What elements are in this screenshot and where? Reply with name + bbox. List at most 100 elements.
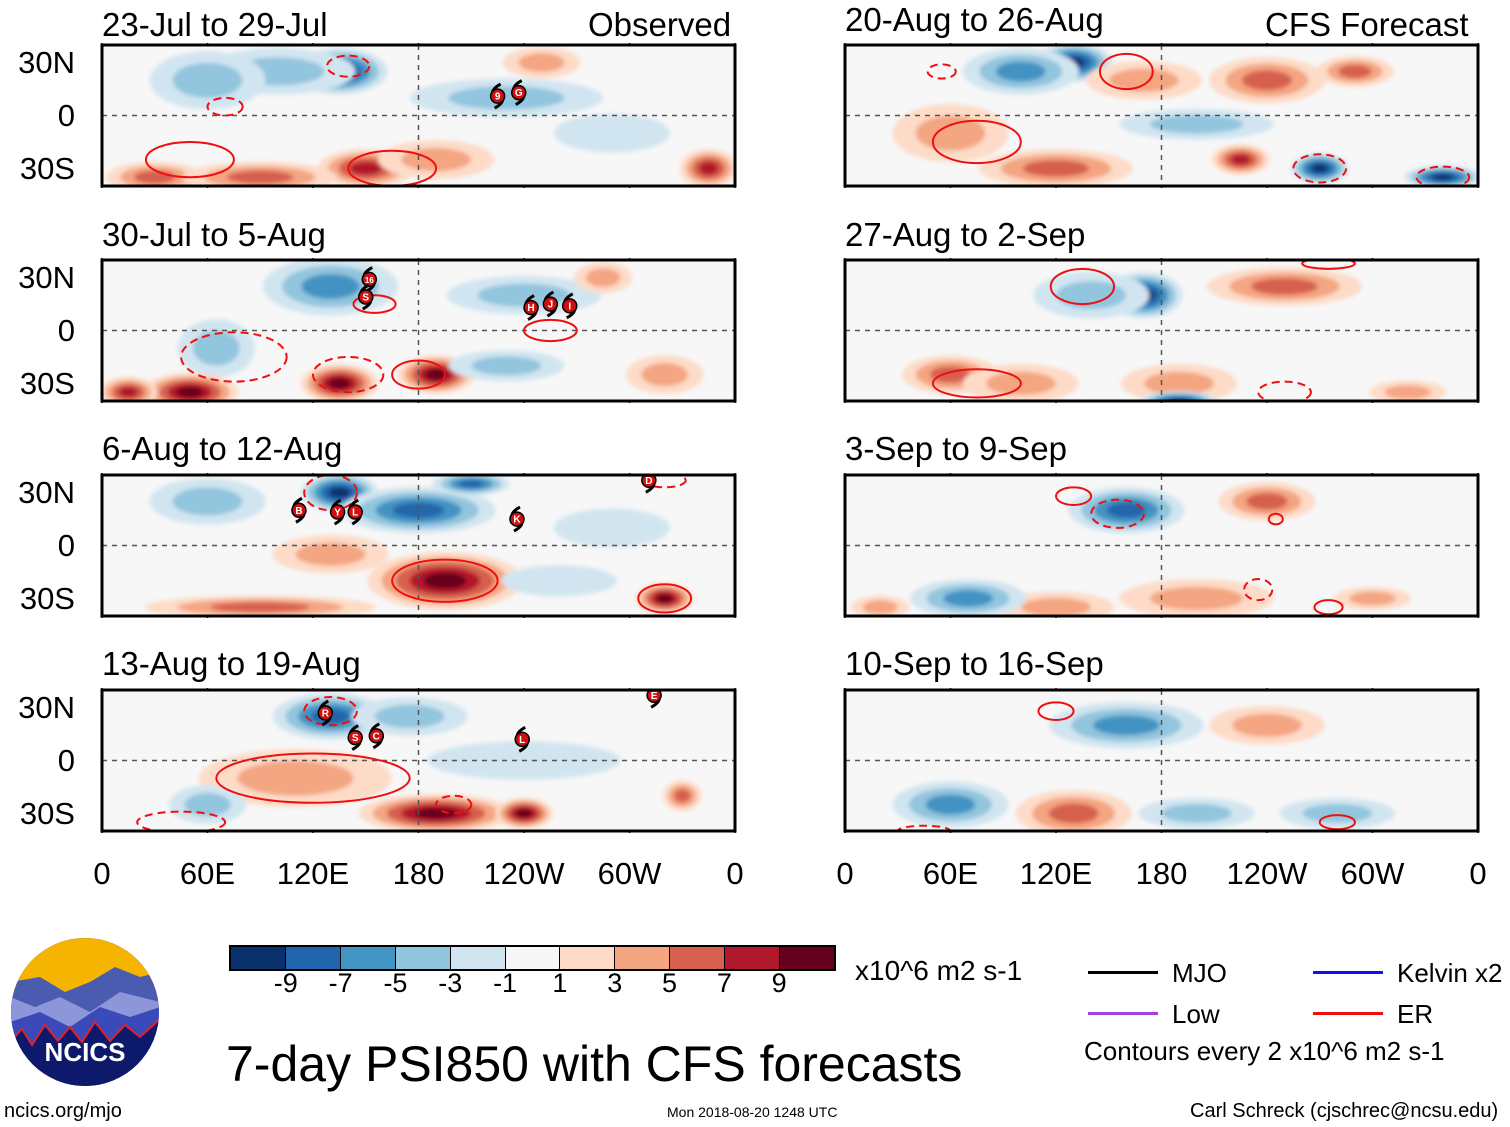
anomaly-contour-fill bbox=[1056, 281, 1126, 310]
er-contour bbox=[136, 810, 227, 831]
anomaly-contour-fill bbox=[328, 487, 350, 498]
anomaly-contour-fill bbox=[471, 356, 542, 376]
storm-label: R bbox=[322, 708, 330, 719]
colorbar-tick-label: -7 bbox=[328, 968, 353, 998]
colorbar-tick-label: 9 bbox=[771, 968, 787, 998]
er-contour bbox=[1415, 165, 1471, 186]
latitude-label: 30N bbox=[18, 475, 75, 510]
colorbar-tick-label: -9 bbox=[273, 968, 298, 998]
panel-title: 3-Sep to 9-Sep bbox=[845, 430, 1067, 467]
anomaly-contour-fill bbox=[1338, 64, 1372, 79]
storm-label: S bbox=[362, 293, 369, 304]
longitude-label: 60E bbox=[922, 856, 979, 891]
psi850-map-panel: R S C L E bbox=[100, 688, 737, 833]
colorbar bbox=[229, 945, 836, 971]
longitude-label: 120W bbox=[483, 856, 565, 891]
anomaly-contour-fill bbox=[184, 792, 231, 817]
colorbar-tick-label: -5 bbox=[383, 968, 408, 998]
tropical-cyclone-icon[interactable]: E bbox=[646, 688, 662, 709]
tropical-cyclone-icon[interactable]: J bbox=[542, 290, 559, 318]
panel-title: 30-Jul to 5-Aug bbox=[102, 216, 326, 253]
colorbar-swatch bbox=[449, 947, 505, 969]
anomaly-contour-fill bbox=[862, 600, 898, 615]
panel-title: 13-Aug to 19-Aug bbox=[102, 645, 361, 682]
anomaly-contour-fill bbox=[237, 760, 354, 796]
tropical-cyclone-icon[interactable]: 9 bbox=[489, 82, 506, 110]
figure-title: 7-day PSI850 with CFS forecasts bbox=[226, 1036, 963, 1092]
anomaly-contour-fill bbox=[1230, 154, 1251, 165]
anomaly-contour-fill bbox=[995, 61, 1046, 82]
storm-label: L bbox=[519, 735, 525, 746]
anomaly-contour-fill bbox=[1302, 804, 1373, 823]
contour-note: Contours every 2 x10^6 m2 s-1 bbox=[1084, 1036, 1445, 1066]
tropical-cyclone-icon[interactable]: B bbox=[291, 496, 307, 524]
tropical-cyclone-icon[interactable]: Y bbox=[329, 498, 346, 526]
tropical-cyclone-icon[interactable]: R bbox=[317, 699, 334, 727]
latitude-label: 30S bbox=[19, 581, 75, 616]
anomaly-contour-fill bbox=[193, 330, 240, 366]
anomaly-contour-fill bbox=[1251, 278, 1318, 295]
storm-label: K bbox=[513, 515, 521, 526]
tropical-cyclone-icon[interactable]: I bbox=[561, 292, 578, 320]
tropical-cyclone-icon[interactable]: S bbox=[347, 724, 363, 751]
anomaly-contour-fill bbox=[423, 572, 466, 589]
latitude-label: 30N bbox=[18, 260, 75, 295]
tropical-cyclone-icon[interactable]: G bbox=[510, 79, 527, 106]
er-contour bbox=[180, 331, 288, 383]
storm-label: L bbox=[352, 508, 358, 519]
colorbar-swatch bbox=[504, 947, 560, 969]
anomaly-contour-fill bbox=[1311, 164, 1328, 173]
colorbar-swatch bbox=[614, 947, 670, 969]
latitude-label: 30S bbox=[19, 151, 75, 186]
tropical-cyclone-icon[interactable]: K bbox=[509, 505, 525, 533]
anomaly-contour-fill bbox=[585, 268, 621, 287]
er-contour bbox=[391, 359, 446, 390]
cfs-forecast-label: CFS Forecast bbox=[1265, 6, 1469, 43]
longitude-label: 120E bbox=[276, 856, 350, 891]
anomaly-contour-fill bbox=[1161, 804, 1232, 823]
anomaly-contour-fill bbox=[328, 378, 350, 389]
er-contour bbox=[435, 794, 473, 815]
legend-label: Kelvin x2 bbox=[1397, 958, 1503, 988]
er-contour bbox=[1257, 380, 1312, 401]
latitude-label: 0 bbox=[57, 313, 75, 348]
storm-label: G bbox=[515, 88, 523, 99]
anomaly-contour-fill bbox=[553, 113, 670, 153]
tropical-cyclone-icon[interactable]: D bbox=[641, 473, 657, 494]
anomaly-contour-fill bbox=[1150, 115, 1244, 134]
er-contour bbox=[215, 752, 411, 804]
er-contour bbox=[144, 140, 235, 179]
legend-line-swatch bbox=[1088, 1012, 1158, 1015]
tropical-cyclone-icon[interactable]: 16 bbox=[361, 266, 378, 293]
colorbar-tick-label: -3 bbox=[438, 968, 463, 998]
storm-label: H bbox=[527, 303, 534, 314]
longitude-label: 0 bbox=[93, 856, 111, 891]
colorbar-tick-label: 1 bbox=[552, 968, 568, 998]
ncics-logo: NCICS bbox=[11, 938, 159, 1086]
tropical-cyclone-icon[interactable]: C bbox=[368, 722, 385, 750]
longitude-label: 120W bbox=[1226, 856, 1308, 891]
tropical-cyclone-icon[interactable]: H bbox=[523, 294, 539, 321]
storm-label: E bbox=[651, 691, 658, 702]
tropical-cyclone-icon[interactable]: L bbox=[514, 726, 530, 753]
panel-title: 20-Aug to 26-Aug bbox=[845, 1, 1104, 38]
colorbar-swatch bbox=[284, 947, 340, 969]
anomaly-contour-fill bbox=[448, 86, 565, 110]
anomaly-contour-fill bbox=[1432, 174, 1454, 181]
tropical-cyclone-icon[interactable]: S bbox=[358, 283, 374, 311]
anomaly-contour-fill bbox=[925, 794, 976, 815]
footer-timestamp: Mon 2018-08-20 1248 UTC bbox=[667, 1104, 838, 1120]
er-contour bbox=[523, 318, 578, 343]
footer-url[interactable]: ncics.org/mjo bbox=[4, 1100, 122, 1122]
anomaly-contour-fill bbox=[1021, 597, 1091, 616]
longitude-label: 0 bbox=[1469, 856, 1487, 891]
psi850-map-panel: 16 S H J I bbox=[100, 258, 737, 403]
tropical-cyclone-icon[interactable]: L bbox=[347, 498, 363, 526]
anomaly-contour-fill bbox=[943, 590, 993, 607]
colorbar-tick-label: -1 bbox=[493, 968, 518, 998]
psi850-map-panel bbox=[843, 473, 1480, 618]
anomaly-contour-fill bbox=[458, 479, 485, 488]
anomaly-contour-fill bbox=[118, 387, 139, 398]
anomaly-contour-fill bbox=[1384, 385, 1431, 400]
